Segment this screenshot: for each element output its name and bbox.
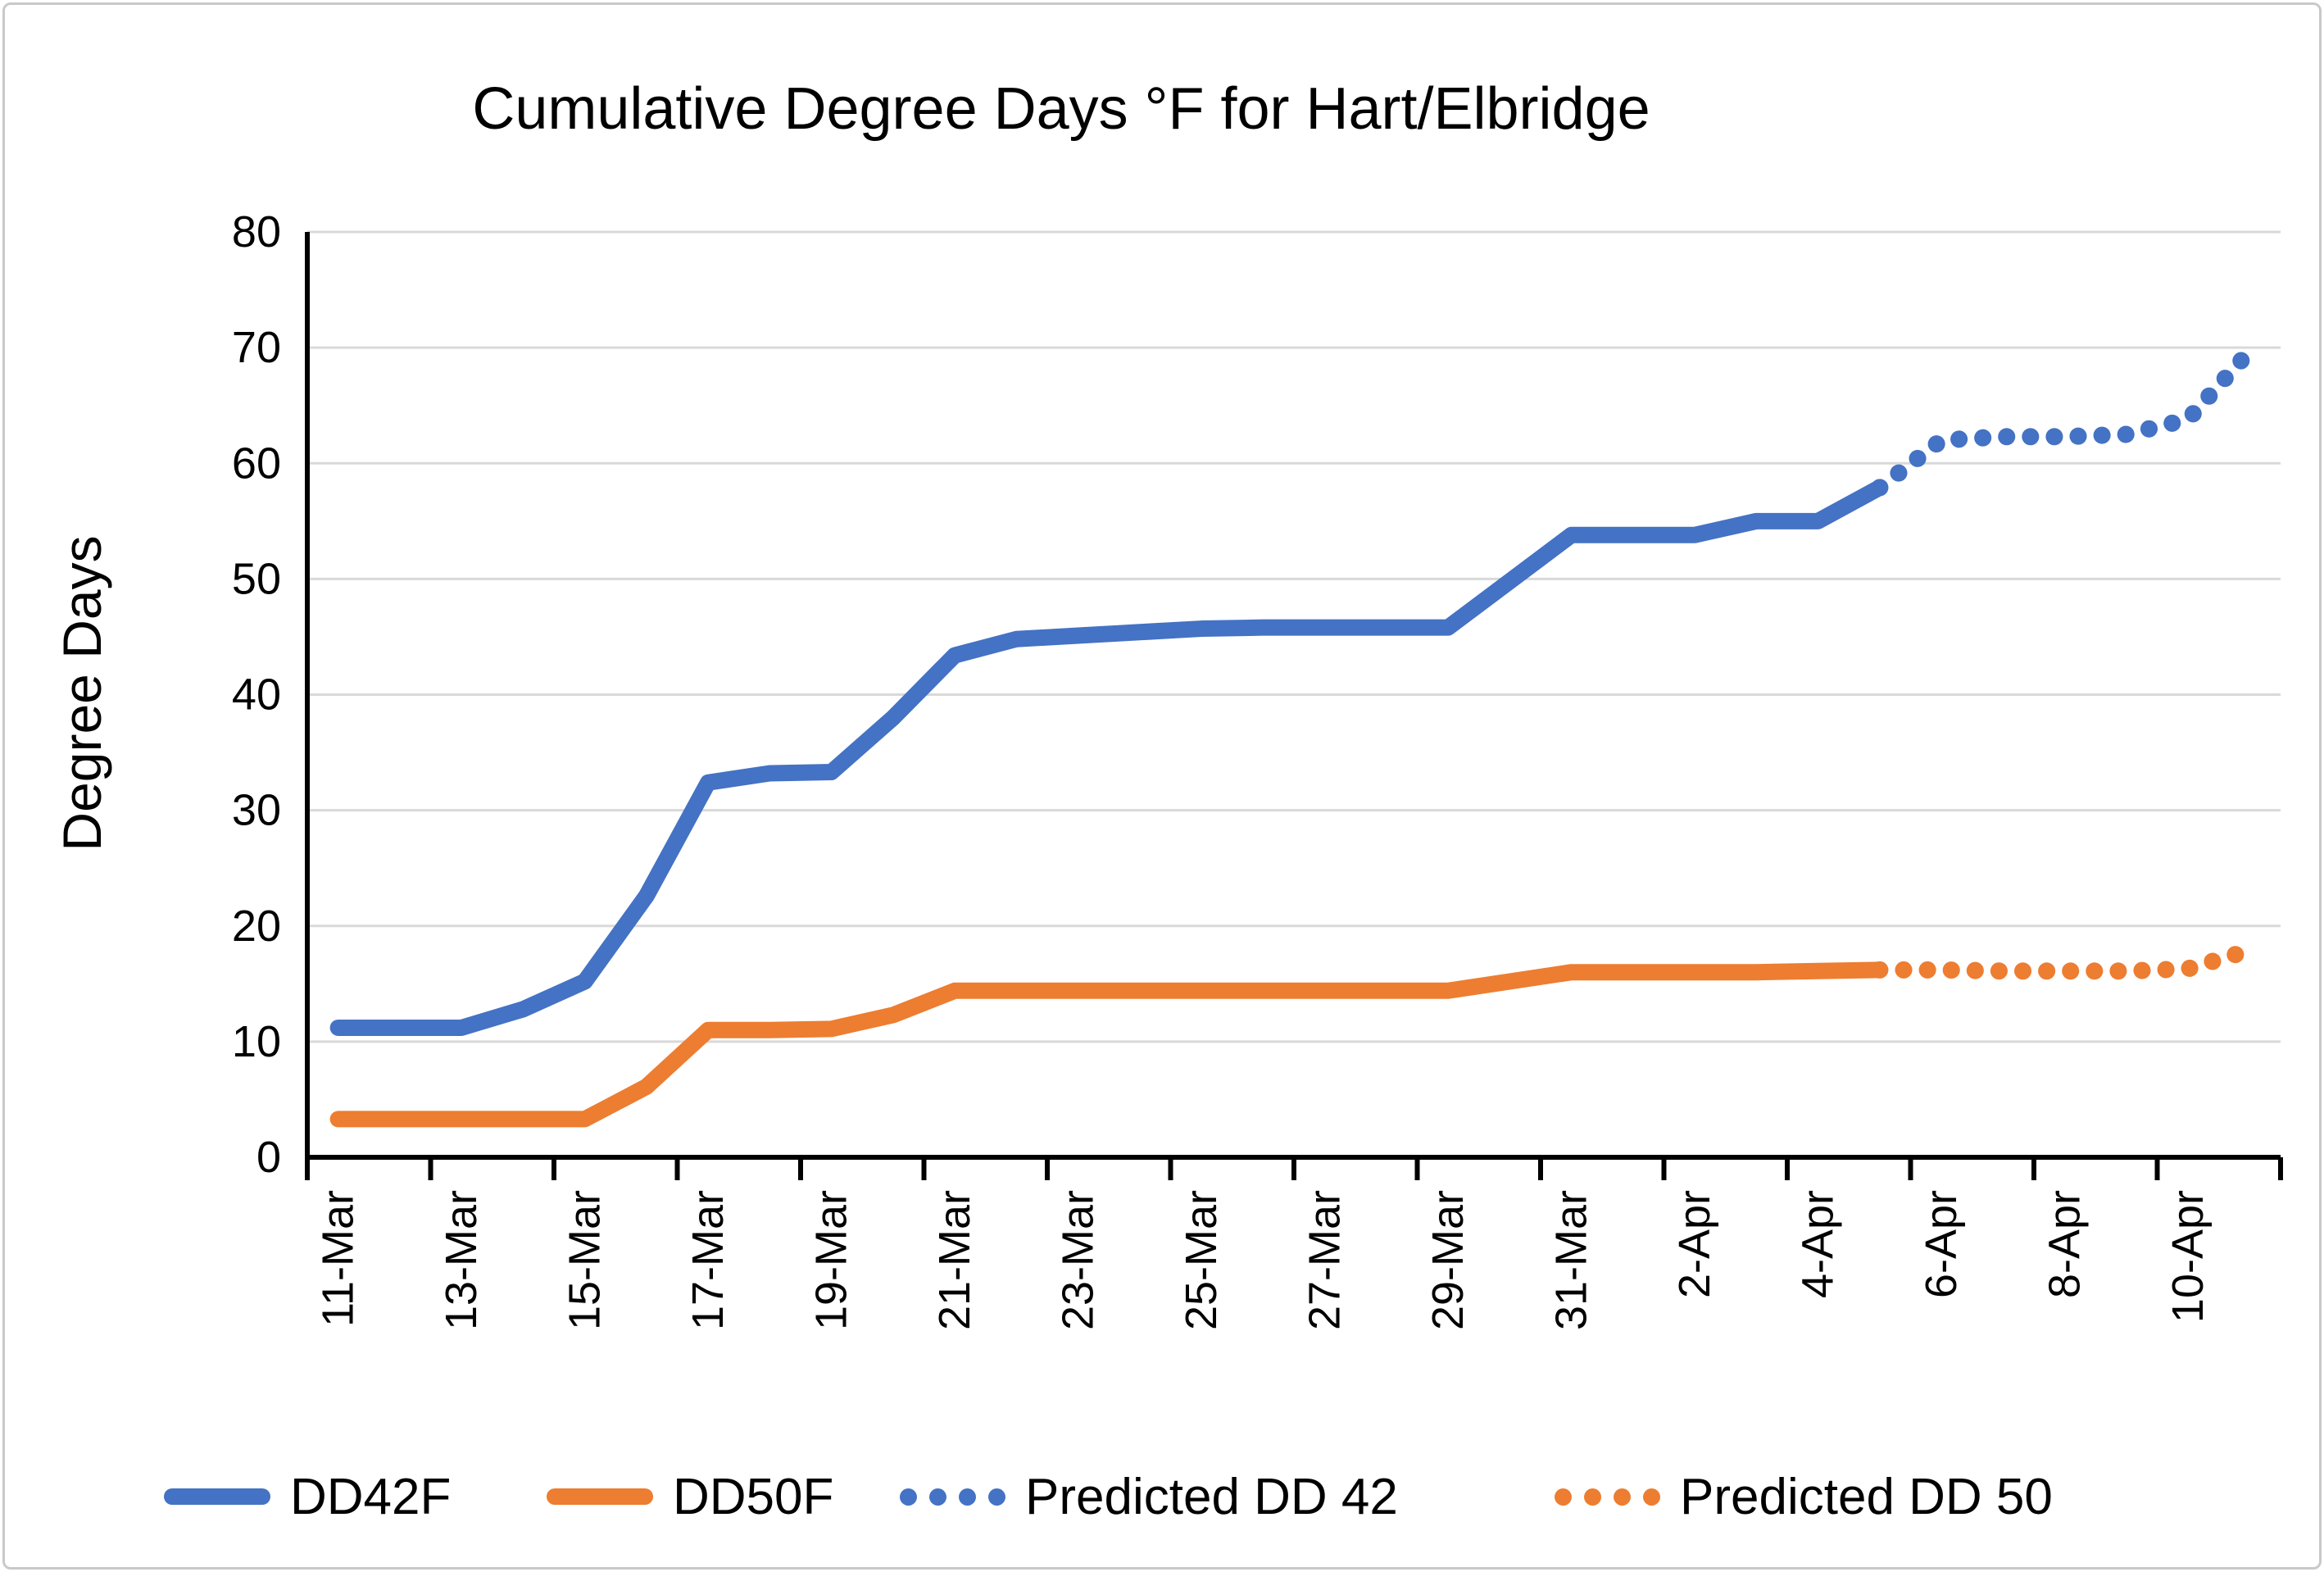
legend-label-predicted-dd50: Predicted DD 50	[1680, 1468, 2053, 1525]
series-line-predicted-dd-50	[1871, 941, 2258, 980]
chart-title: Cumulative Degree Days °F for Hart/Elbri…	[472, 76, 1650, 142]
x-tick-label-15-Mar: 15-Mar	[561, 1190, 610, 1330]
y-tick-label-40: 40	[232, 670, 281, 720]
legend-item-dd50f: DD50F	[547, 1465, 833, 1528]
y-tick-label-50: 50	[232, 554, 281, 603]
dd50f-solid-line-swatch	[547, 1488, 653, 1505]
x-tick-label-21-Mar: 21-Mar	[930, 1190, 979, 1330]
x-tick-label-17-Mar: 17-Mar	[683, 1190, 733, 1330]
legend-label-predicted-dd42: Predicted DD 42	[1025, 1468, 1398, 1525]
legend-item-predicted-dd42: Predicted DD 42	[900, 1465, 1398, 1528]
x-tick-label-2-Apr: 2-Apr	[1670, 1190, 1719, 1298]
y-tick-label-60: 60	[232, 438, 281, 488]
x-tick-label-13-Mar: 13-Mar	[437, 1190, 486, 1330]
x-tick-label-4-Apr: 4-Apr	[1794, 1190, 1843, 1298]
y-tick-label-20: 20	[232, 902, 281, 951]
x-tick-label-25-Mar: 25-Mar	[1177, 1190, 1226, 1330]
y-tick-label-30: 30	[232, 786, 281, 835]
legend-item-dd42f: DD42F	[164, 1465, 451, 1528]
series-line-dd50f	[329, 961, 1888, 1128]
x-tick-label-31-Mar: 31-Mar	[1547, 1190, 1596, 1330]
legend-label-dd42f: DD42F	[290, 1468, 452, 1525]
x-tick-label-19-Mar: 19-Mar	[807, 1190, 856, 1330]
y-tick-label-80: 80	[232, 207, 281, 257]
x-tick-label-6-Apr: 6-Apr	[1917, 1190, 1966, 1298]
x-tick-label-11-Mar: 11-Mar	[314, 1190, 363, 1327]
x-tick-label-8-Apr: 8-Apr	[2040, 1190, 2090, 1298]
x-tick-label-29-Mar: 29-Mar	[1423, 1190, 1473, 1330]
legend-label-dd50f: DD50F	[673, 1468, 834, 1525]
predicted-dd50-dotted-swatch	[1555, 1488, 1660, 1506]
x-tick-label-27-Mar: 27-Mar	[1300, 1190, 1350, 1330]
y-tick-label-10: 10	[232, 1017, 281, 1066]
series-line-predicted-dd-42	[1871, 342, 2258, 497]
predicted-dd42-dotted-swatch	[900, 1488, 1005, 1506]
x-tick-label-10-Apr: 10-Apr	[2163, 1190, 2213, 1323]
x-tick-label-23-Mar: 23-Mar	[1054, 1190, 1103, 1330]
y-tick-label-70: 70	[232, 323, 281, 372]
series-line-dd42f	[329, 479, 1888, 1036]
dd42f-solid-line-swatch	[164, 1488, 270, 1505]
legend-item-predicted-dd50: Predicted DD 50	[1555, 1465, 2053, 1528]
y-tick-label-0: 0	[256, 1133, 281, 1182]
